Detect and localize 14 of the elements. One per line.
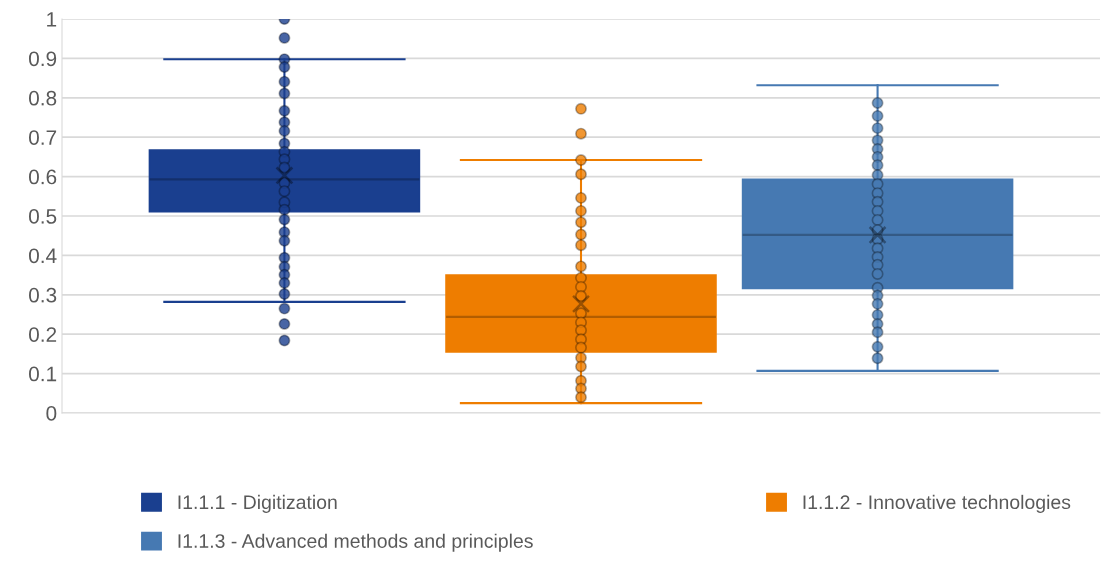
- y-tick-label: 0.7: [28, 130, 57, 145]
- y-tick-label: 0.2: [28, 327, 57, 342]
- legend-label: I1.1.2 - Innovative technologies: [803, 494, 1071, 513]
- y-tick-label: 0: [46, 406, 57, 421]
- y-tick-label: 0.1: [28, 366, 57, 382]
- legend-label: I1.1.1 - Digitization: [178, 494, 337, 513]
- y-tick-label: 0.9: [28, 51, 57, 67]
- y-tick-label: 0.3: [28, 287, 57, 303]
- y-tick-label: 0.6: [28, 169, 57, 185]
- y-tick-label: 0.4: [28, 248, 57, 264]
- y-tick-label: 0.5: [28, 209, 57, 224]
- y-tick-label: 0.8: [28, 90, 57, 106]
- y-tick-label: 1: [47, 12, 57, 27]
- legend-label: I1.1.3 - Advanced methods and principles: [178, 533, 533, 552]
